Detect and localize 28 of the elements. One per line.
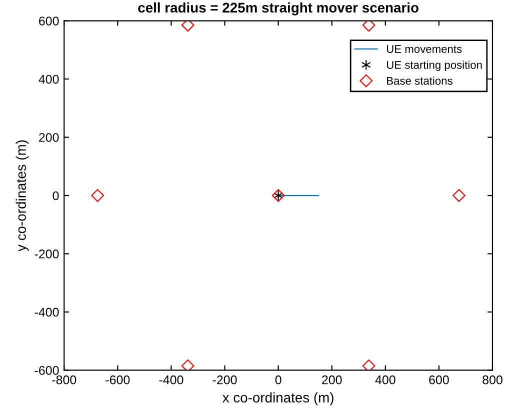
x-tick-label: -400 <box>159 375 184 384</box>
y-tick-label: -600 <box>34 366 59 375</box>
point <box>181 359 194 370</box>
x-axis-title: x co-ordinates (m) <box>222 392 334 406</box>
y-axis-title: y co-ordinates (m) <box>16 140 29 252</box>
x-tick-label: -200 <box>212 375 237 384</box>
x-tick-label: 400 <box>375 375 396 384</box>
legend-label: UE movements <box>387 45 462 53</box>
x-tick-label: 600 <box>429 375 449 384</box>
y-tick-label: 600 <box>39 16 59 26</box>
point <box>362 359 376 370</box>
y-tick-label: -400 <box>34 308 59 317</box>
x-tick-label: 0 <box>275 375 282 384</box>
x-tick-label: 200 <box>322 375 342 384</box>
point <box>181 20 194 32</box>
y-tick-label: 400 <box>38 74 59 84</box>
x-tick-label: 800 <box>482 375 502 384</box>
y-tick-label: 0 <box>52 191 59 200</box>
legend-label: Base stations <box>387 76 452 85</box>
chart-title: cell radius = 225m straight mover scenario <box>138 2 418 16</box>
x-tick-label: -600 <box>106 375 130 384</box>
point <box>362 20 376 32</box>
y-tick-label: -200 <box>34 250 59 258</box>
x-tick-label: -800 <box>52 375 76 384</box>
legend-label: UE starting position <box>387 60 482 72</box>
point <box>452 189 466 202</box>
y-tick-label: 200 <box>39 133 59 142</box>
point <box>91 189 104 202</box>
